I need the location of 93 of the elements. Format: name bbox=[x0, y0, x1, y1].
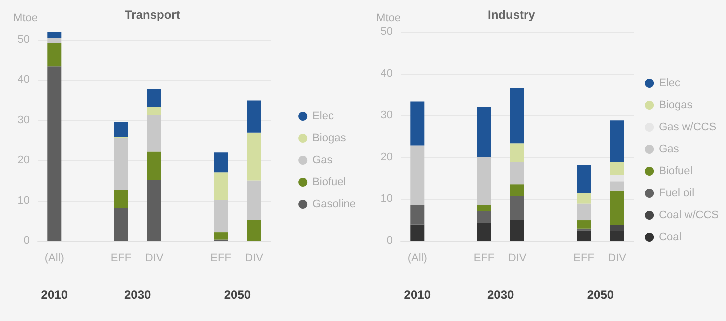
legend-label: Coal bbox=[659, 232, 682, 244]
chart-title: Industry bbox=[488, 8, 536, 22]
bar bbox=[410, 146, 425, 206]
legend-label: Gasoline bbox=[312, 198, 356, 210]
bar bbox=[610, 231, 624, 241]
y-tick-label: 20 bbox=[380, 151, 393, 164]
x-tick-label: (All) bbox=[408, 252, 428, 264]
x-tick-label: DIV bbox=[508, 252, 528, 264]
bar bbox=[48, 38, 62, 44]
bar bbox=[48, 43, 62, 67]
legend-label: Gas bbox=[659, 144, 680, 156]
bar bbox=[610, 120, 624, 162]
bar bbox=[148, 89, 162, 108]
bar bbox=[510, 196, 524, 221]
y-tick-label: 10 bbox=[18, 194, 30, 207]
bar bbox=[48, 66, 62, 241]
y-tick-label: 20 bbox=[18, 154, 30, 167]
bar bbox=[114, 138, 128, 190]
bar bbox=[610, 162, 624, 176]
legend-label: Coal w/CCS bbox=[659, 210, 719, 222]
x-tick-label: DIV bbox=[608, 252, 628, 264]
x-tick-label: EFF bbox=[474, 252, 495, 264]
bar bbox=[214, 200, 228, 233]
bar bbox=[510, 220, 524, 241]
bar bbox=[247, 100, 262, 133]
legend-label: Fuel oil bbox=[659, 188, 695, 200]
y-tick-label: 40 bbox=[18, 74, 30, 86]
bar bbox=[214, 232, 228, 240]
x-tick-label: (All) bbox=[44, 252, 64, 264]
bar bbox=[510, 144, 524, 162]
y-tick-label: 50 bbox=[380, 26, 393, 38]
bar bbox=[477, 222, 492, 241]
bar bbox=[510, 162, 524, 185]
bar bbox=[114, 208, 128, 241]
bar bbox=[510, 88, 524, 144]
bar bbox=[214, 152, 228, 173]
y-tick-label: 50 bbox=[18, 34, 30, 46]
bar bbox=[477, 205, 492, 212]
y-tick-label: 0 bbox=[24, 235, 30, 247]
bar bbox=[610, 190, 624, 226]
bar bbox=[410, 205, 425, 225]
chart-title: Transport bbox=[125, 8, 180, 22]
bar bbox=[247, 220, 262, 241]
bar bbox=[610, 175, 624, 182]
bar bbox=[510, 184, 524, 196]
bar bbox=[477, 107, 492, 157]
x-tick-label: DIV bbox=[145, 252, 164, 264]
legend-label: Biofuel bbox=[312, 176, 346, 188]
text: 2050 bbox=[587, 288, 614, 302]
bar bbox=[577, 193, 592, 204]
bar bbox=[114, 122, 128, 138]
y-tick-label: 0 bbox=[386, 235, 393, 247]
y-axis-title: Mtoe bbox=[376, 12, 401, 24]
bar bbox=[410, 102, 425, 146]
bar bbox=[577, 230, 592, 241]
legend-label: Gas w/CCS bbox=[659, 122, 717, 134]
legend-label: Biogas bbox=[659, 100, 694, 112]
legend-label: Elec bbox=[659, 78, 681, 90]
bar bbox=[247, 132, 262, 181]
legend-label: Biofuel bbox=[659, 166, 693, 178]
bar bbox=[148, 152, 162, 180]
text: 2010 bbox=[41, 288, 68, 302]
bar bbox=[247, 180, 262, 220]
bar bbox=[148, 115, 162, 152]
y-tick-label: 40 bbox=[380, 68, 393, 80]
bar bbox=[410, 224, 425, 241]
bar bbox=[148, 180, 162, 241]
bar bbox=[477, 156, 492, 206]
bar bbox=[148, 107, 162, 116]
text: 2030 bbox=[124, 288, 152, 302]
y-tick-label: 30 bbox=[18, 114, 30, 126]
legend-label: Biogas bbox=[312, 132, 347, 144]
bar bbox=[577, 220, 592, 229]
bar bbox=[48, 32, 62, 38]
legend-label: Elec bbox=[312, 110, 334, 122]
legend-label: Gas bbox=[312, 154, 334, 166]
bar bbox=[610, 182, 624, 191]
text: 2030 bbox=[488, 288, 515, 302]
y-tick-label: 10 bbox=[380, 193, 393, 206]
bar bbox=[214, 172, 228, 200]
bar bbox=[610, 226, 624, 232]
text: 2010 bbox=[404, 288, 432, 302]
x-tick-label: EFF bbox=[110, 252, 132, 264]
x-tick-label: EFF bbox=[210, 252, 232, 264]
bar bbox=[577, 165, 592, 194]
y-axis-title: Mtoe bbox=[14, 12, 38, 24]
x-tick-label: EFF bbox=[574, 252, 595, 264]
text: 2050 bbox=[224, 288, 252, 302]
bar bbox=[477, 211, 492, 223]
bar bbox=[577, 204, 592, 221]
x-tick-label: DIV bbox=[245, 252, 264, 264]
y-tick-label: 30 bbox=[380, 110, 393, 122]
bar bbox=[114, 190, 128, 208]
